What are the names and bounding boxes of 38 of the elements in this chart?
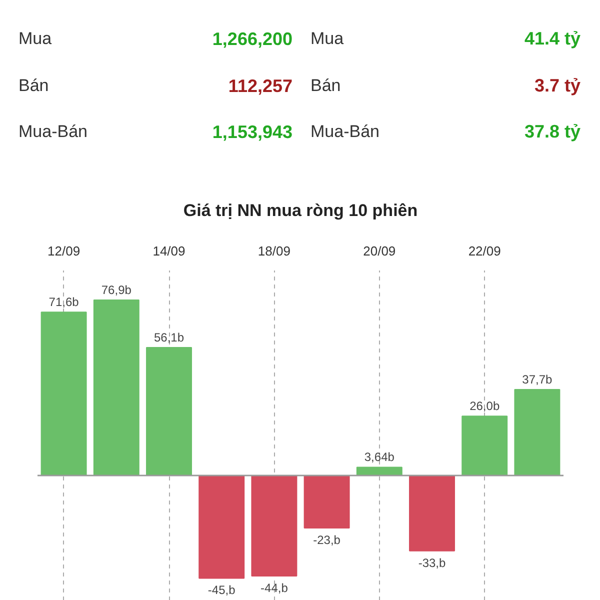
bar [462, 416, 508, 476]
data-label: 76,9b [101, 282, 132, 297]
bar [198, 475, 245, 579]
chart-title: Giá trị NN mua ròng 10 phiên [183, 201, 418, 220]
bar [251, 475, 298, 576]
x-tick-label: 18/09 [258, 244, 290, 258]
bar [93, 299, 140, 476]
bar [304, 475, 350, 529]
text: 112,257 [228, 76, 293, 96]
x-tick-label: 14/09 [152, 244, 186, 258]
text: Mua-Bán [310, 122, 380, 141]
text: Mua [18, 29, 52, 48]
bar [40, 312, 87, 476]
text: Mua-Bán [18, 122, 88, 141]
data-label: -23,b [313, 533, 341, 548]
text: 37.8 tỷ [524, 122, 581, 142]
data-label: 26,0b [470, 399, 500, 414]
text: 1,153,943 [212, 122, 292, 142]
x-tick-label: 22/09 [468, 244, 501, 258]
data-label: 56,1b [154, 330, 184, 344]
data-label: -33,b [418, 556, 446, 570]
text: 3.7 tỷ [534, 76, 581, 96]
data-label: 3,64b [364, 450, 395, 464]
data-label: 71,6b [48, 295, 80, 310]
text: Mua [310, 29, 344, 48]
text: 1,266,200 [212, 29, 292, 49]
data-label: -44,b [260, 580, 288, 595]
data-label: 37,7b [522, 372, 553, 386]
x-tick-label: 12/09 [48, 244, 80, 258]
text: 41.4 tỷ [524, 28, 581, 48]
x-tick-label: 20/09 [363, 244, 396, 258]
bar [356, 466, 402, 476]
bar [514, 388, 560, 476]
text: Bán [310, 76, 341, 95]
text: Bán [18, 76, 49, 95]
bar [409, 475, 455, 552]
bar [146, 346, 192, 476]
data-label: -45,b [208, 583, 236, 598]
